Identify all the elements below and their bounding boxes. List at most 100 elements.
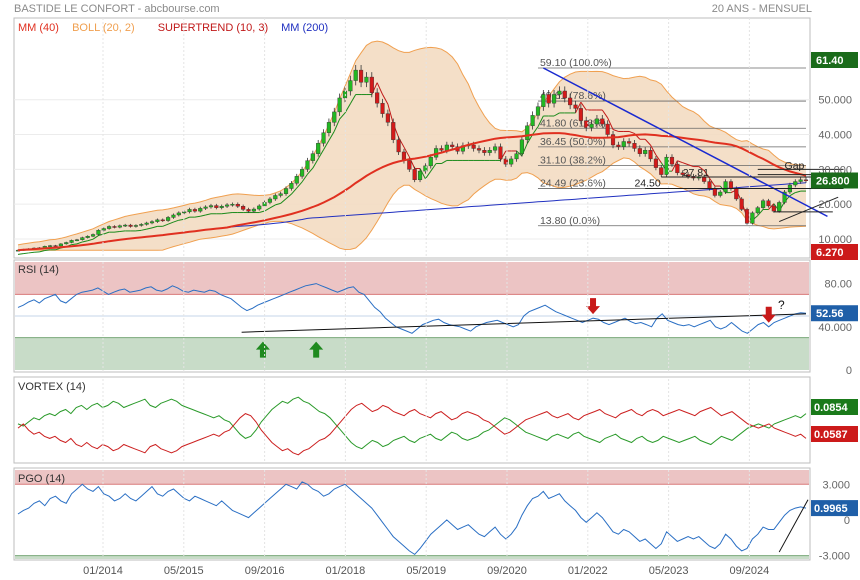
supertrend-segment: [162, 223, 169, 227]
candle-body: [353, 69, 358, 81]
rsi-down-arrow: [761, 306, 776, 323]
supertrend-segment: [275, 202, 281, 206]
candle-body: [133, 225, 138, 227]
x-tick-label: 05/2019: [406, 565, 446, 577]
candle-body: [149, 221, 155, 224]
candle-body: [482, 150, 487, 153]
descending-trendline: [542, 67, 828, 218]
candle-body: [803, 179, 809, 182]
pgo-lower-zone: [15, 555, 809, 559]
candle-body: [428, 156, 433, 167]
candle-body: [85, 236, 90, 238]
candle-body: [214, 205, 219, 208]
supertrend-segment: [382, 94, 389, 105]
fib-label: 36.45 (50.0%): [540, 136, 606, 148]
candle-body: [48, 245, 53, 247]
candle-body: [155, 219, 160, 222]
supertrend-segment: [424, 170, 432, 180]
candle-body: [648, 150, 653, 160]
supertrend-segment: [601, 109, 609, 119]
chart-title: BASTIDE LE CONFORT - abcbourse.com: [14, 3, 220, 15]
supertrend-segment: [709, 177, 716, 187]
rsi-title: RSI (14): [18, 264, 59, 276]
pgo-axis: 3.000 0 -3.000 0.9965: [811, 479, 858, 563]
rsi-zones: [15, 262, 809, 370]
annotation-2781: 27.81: [683, 167, 709, 179]
supertrend-segment: [264, 207, 271, 212]
supertrend-segment: [200, 214, 206, 217]
price-badge-label: 61.40: [816, 55, 844, 67]
candle-body: [610, 134, 616, 146]
supertrend-segment: [194, 215, 201, 218]
candle-body: [675, 163, 680, 174]
candle-body: [321, 132, 326, 144]
candle-body: [80, 237, 85, 240]
candle-body: [230, 203, 235, 206]
candle-body: [171, 214, 176, 218]
supertrend-line: [17, 82, 806, 255]
candle-body: [219, 206, 224, 208]
vortex-panel: [13, 376, 811, 464]
candle-body: [755, 207, 760, 214]
candle-body: [621, 141, 626, 147]
candle-body: [712, 188, 717, 196]
pgo-tick-label: 3.000: [822, 479, 850, 491]
candle-body: [493, 146, 498, 151]
candle-body: [417, 170, 423, 181]
candle-body: [407, 160, 412, 170]
supertrend-segment: [687, 164, 694, 168]
rsi-up-arrow: [255, 341, 270, 358]
price-badge-box: [811, 52, 858, 68]
supertrend-segment: [339, 112, 346, 120]
supertrend-segment: [301, 173, 308, 183]
candle-body: [723, 181, 728, 193]
candle-body: [664, 156, 669, 175]
fib-label: 49.61 (78.6%): [540, 90, 606, 102]
candle-body: [166, 217, 171, 221]
pgo-tick-label: -3.000: [819, 551, 850, 563]
supertrend-segment: [259, 210, 265, 214]
supertrend-segment: [671, 160, 678, 172]
candle-body: [310, 153, 315, 161]
candle-body: [476, 148, 482, 151]
supertrend-segment: [119, 230, 126, 233]
candle-body: [739, 198, 744, 210]
candle-body: [782, 191, 787, 203]
supertrend-segment: [612, 129, 619, 132]
fib-label: 13.80 (0.0%): [540, 215, 600, 227]
fib-label: 31.10 (38.2%): [540, 155, 606, 167]
candle-body: [96, 230, 101, 235]
price-annotations: Gap 27.81 24.50: [634, 160, 804, 189]
supertrend-segment: [167, 221, 174, 225]
candle-body: [160, 219, 165, 222]
candle-body: [793, 181, 798, 186]
candle-body: [771, 205, 776, 212]
candle-body: [439, 148, 444, 151]
fibonacci-levels: 59.10 (100.0%) 49.61 (78.6%) 41.80 (61.8%)…: [537, 57, 806, 227]
candle-body: [605, 123, 610, 135]
candle-body: [557, 90, 562, 95]
supertrend-segment: [183, 216, 190, 220]
vortex-minus-path: [17, 402, 807, 456]
pgo-upper-zone: [15, 470, 809, 485]
x-tick-label: 01/2018: [326, 565, 366, 577]
candle-body: [444, 144, 449, 151]
candle-body: [498, 146, 503, 160]
candle-body: [573, 104, 578, 109]
pgo-tick-label: 0: [844, 515, 850, 527]
supertrend-segment: [580, 101, 587, 111]
annotation-gap: Gap: [785, 160, 805, 172]
x-tick-label: 01/2022: [568, 565, 608, 577]
candle-body: [241, 206, 246, 210]
candle-body: [514, 153, 519, 160]
candle-body: [144, 222, 149, 225]
candle-body: [90, 234, 96, 237]
candle-body: [283, 188, 289, 194]
pgo-line: [17, 481, 807, 556]
candle-body: [728, 181, 734, 189]
supertrend-segment: [28, 251, 35, 254]
vortex-badge-label: 0.0854: [814, 402, 849, 414]
supertrend-segment: [655, 154, 662, 163]
candle-body: [766, 200, 771, 207]
price-badge-box: [811, 172, 858, 189]
